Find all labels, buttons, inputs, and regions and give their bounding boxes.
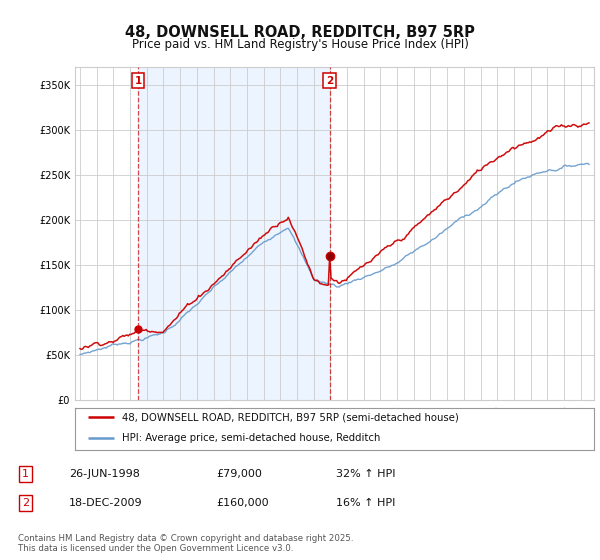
Text: 2: 2 (326, 76, 333, 86)
Text: 48, DOWNSELL ROAD, REDDITCH, B97 5RP (semi-detached house): 48, DOWNSELL ROAD, REDDITCH, B97 5RP (se… (122, 413, 458, 423)
Text: HPI: Average price, semi-detached house, Redditch: HPI: Average price, semi-detached house,… (122, 433, 380, 444)
Text: 1: 1 (134, 76, 142, 86)
Bar (138, 67, 329, 400)
Text: Contains HM Land Registry data © Crown copyright and database right 2025.
This d: Contains HM Land Registry data © Crown c… (18, 534, 353, 553)
Text: 1: 1 (22, 469, 29, 479)
Text: 2: 2 (22, 498, 29, 508)
Text: 48, DOWNSELL ROAD, REDDITCH, B97 5RP: 48, DOWNSELL ROAD, REDDITCH, B97 5RP (125, 25, 475, 40)
Text: 18-DEC-2009: 18-DEC-2009 (69, 498, 143, 508)
Text: 32% ↑ HPI: 32% ↑ HPI (336, 469, 395, 479)
Text: Price paid vs. HM Land Registry's House Price Index (HPI): Price paid vs. HM Land Registry's House … (131, 38, 469, 51)
Text: £160,000: £160,000 (216, 498, 269, 508)
Text: 16% ↑ HPI: 16% ↑ HPI (336, 498, 395, 508)
Text: 26-JUN-1998: 26-JUN-1998 (69, 469, 140, 479)
Text: £79,000: £79,000 (216, 469, 262, 479)
